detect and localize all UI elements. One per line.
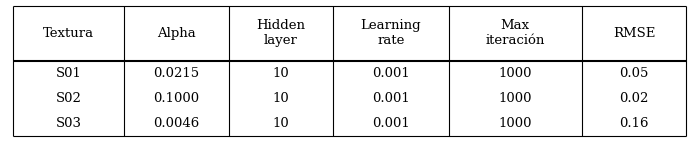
Text: 0.001: 0.001 <box>372 67 410 80</box>
Text: 1000: 1000 <box>498 92 532 105</box>
Text: 0.16: 0.16 <box>619 117 649 130</box>
Text: 10: 10 <box>273 92 289 105</box>
Text: 0.05: 0.05 <box>619 67 649 80</box>
Text: Alpha: Alpha <box>157 27 196 40</box>
Text: 1000: 1000 <box>498 67 532 80</box>
Text: 0.001: 0.001 <box>372 117 410 130</box>
Text: 10: 10 <box>273 67 289 80</box>
Text: Textura: Textura <box>43 27 94 40</box>
Text: Max
iteración: Max iteración <box>486 19 545 47</box>
Text: S01: S01 <box>55 67 81 80</box>
Text: RMSE: RMSE <box>613 27 656 40</box>
Text: Learning
rate: Learning rate <box>361 19 421 47</box>
Text: S03: S03 <box>55 117 82 130</box>
Text: Hidden
layer: Hidden layer <box>257 19 305 47</box>
Text: 0.02: 0.02 <box>619 92 649 105</box>
Text: 0.001: 0.001 <box>372 92 410 105</box>
Text: 0.0046: 0.0046 <box>153 117 200 130</box>
Text: S02: S02 <box>55 92 81 105</box>
Text: 0.0215: 0.0215 <box>154 67 200 80</box>
Text: 0.1000: 0.1000 <box>154 92 200 105</box>
Text: 1000: 1000 <box>498 117 532 130</box>
Text: 10: 10 <box>273 117 289 130</box>
